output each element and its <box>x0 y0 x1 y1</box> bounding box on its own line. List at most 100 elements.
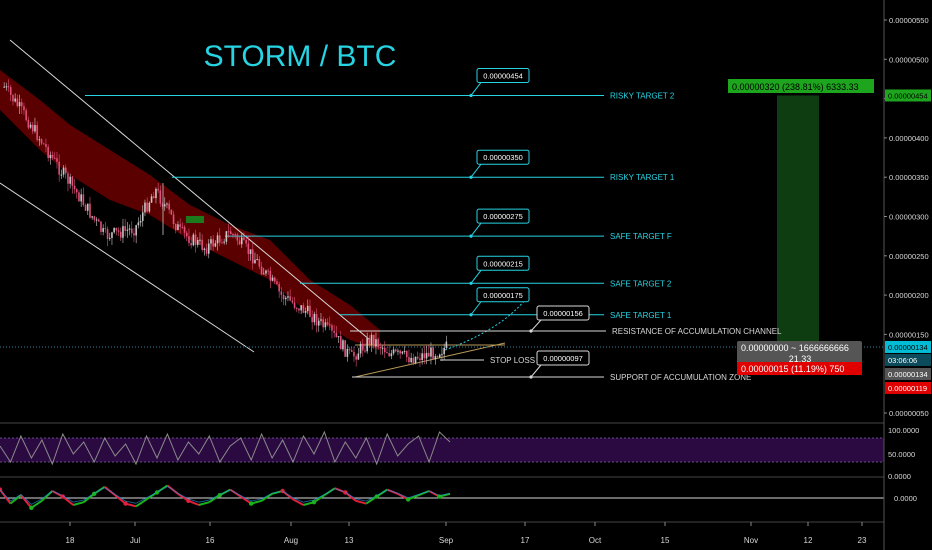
candle-body <box>287 296 289 298</box>
osc-signal <box>114 494 126 502</box>
candle-body <box>414 356 417 364</box>
profit-label-bg <box>728 79 874 93</box>
level-tag-box <box>476 287 530 303</box>
osc-signal <box>428 490 440 496</box>
candle-body <box>236 234 239 241</box>
price-series <box>3 79 448 367</box>
x-tick-label: 23 <box>858 536 867 545</box>
candle-body <box>383 347 386 353</box>
candle-body <box>58 161 60 175</box>
candle-body <box>144 202 146 213</box>
candle-body <box>137 222 140 226</box>
candle-body <box>366 338 368 352</box>
y-tick-label: 0.00000050 <box>889 409 929 418</box>
osc-signal <box>261 492 273 500</box>
candle-body <box>278 284 280 292</box>
candle-body <box>113 227 115 233</box>
osc-signal <box>355 498 367 502</box>
candle-body <box>95 219 98 221</box>
candle-body <box>410 357 412 363</box>
candle-body <box>161 203 164 207</box>
candle-body <box>135 225 137 236</box>
level-anchor-dot <box>469 234 473 238</box>
candle-body <box>361 343 364 351</box>
candle-body <box>232 233 234 235</box>
osc-signal <box>345 491 357 500</box>
candle-body <box>97 219 100 222</box>
candle-body <box>368 338 371 345</box>
candle-body <box>295 307 298 309</box>
osc-signal <box>282 490 294 499</box>
candle-body <box>357 353 360 360</box>
osc-segment <box>261 492 273 502</box>
candle-body <box>67 173 69 184</box>
osc-segment <box>83 493 95 503</box>
level-label: RISKY TARGET 1 <box>610 173 675 182</box>
x-tick-label: 17 <box>521 536 530 545</box>
osc-signal <box>397 492 409 499</box>
candle-body <box>405 350 408 358</box>
level-tag-box <box>476 255 530 271</box>
osc-segment <box>62 495 74 506</box>
x-tick-label: 15 <box>661 536 670 545</box>
candle-body <box>185 232 188 237</box>
osc-signal <box>52 490 63 496</box>
candle-body <box>262 273 265 275</box>
chart-title: STORM / BTC <box>204 40 397 73</box>
osc-dot <box>123 501 128 506</box>
candle-body <box>108 237 111 239</box>
x-tick-label: Sep <box>439 536 454 545</box>
downtrend-lower-line <box>0 182 255 353</box>
candle-body <box>91 216 93 218</box>
osc-signal <box>418 490 430 495</box>
candle-body <box>245 239 247 244</box>
rsi-tick-label: 0.0000 <box>888 472 911 481</box>
candle-body <box>212 239 214 247</box>
candle-body <box>313 313 316 323</box>
candle-body <box>256 259 258 261</box>
candle-body <box>104 228 107 230</box>
candle-body <box>51 154 54 158</box>
candle-body <box>269 270 272 281</box>
candle-body <box>381 347 384 349</box>
candle-body <box>23 106 25 111</box>
level-label: STOP LOSS <box>490 356 535 365</box>
candle-body <box>64 167 67 174</box>
level-tag-pointer <box>470 301 482 316</box>
candle-body <box>170 209 173 215</box>
candle-body <box>302 305 305 313</box>
candle-body <box>416 356 419 359</box>
candle-body <box>265 270 267 274</box>
candle-body <box>412 357 415 364</box>
osc-signal <box>408 493 419 499</box>
candle-body <box>168 203 170 210</box>
candle-body <box>3 86 5 88</box>
candle-body <box>225 231 228 242</box>
candle-body <box>29 124 32 128</box>
osc-signal <box>198 499 210 503</box>
entry-label-bg <box>737 341 862 365</box>
candle-body <box>106 229 109 239</box>
osc-tick-label: 0.0000 <box>894 494 917 503</box>
candle-body <box>20 102 23 107</box>
candle-body <box>18 102 21 107</box>
candle-body <box>388 353 390 357</box>
candle-body <box>234 234 236 236</box>
candle-body <box>16 98 19 107</box>
candle-body <box>331 325 333 331</box>
target-price-tag-bg <box>885 89 931 102</box>
candle-body <box>9 87 12 95</box>
candle-body <box>69 176 71 184</box>
candle-body <box>179 224 181 227</box>
candle-body <box>372 334 375 347</box>
candle-body <box>172 214 175 225</box>
osc-signal <box>104 487 116 495</box>
candle-body <box>364 350 366 352</box>
candle-body <box>427 352 430 357</box>
osc-segment <box>20 494 33 509</box>
profit-label: 0.00000320 (238.81%) 6333.33 <box>732 82 859 92</box>
osc-signal <box>20 494 32 505</box>
stop-price-tag: 0.00000119 <box>888 384 927 393</box>
x-tick-label: 12 <box>804 536 813 545</box>
